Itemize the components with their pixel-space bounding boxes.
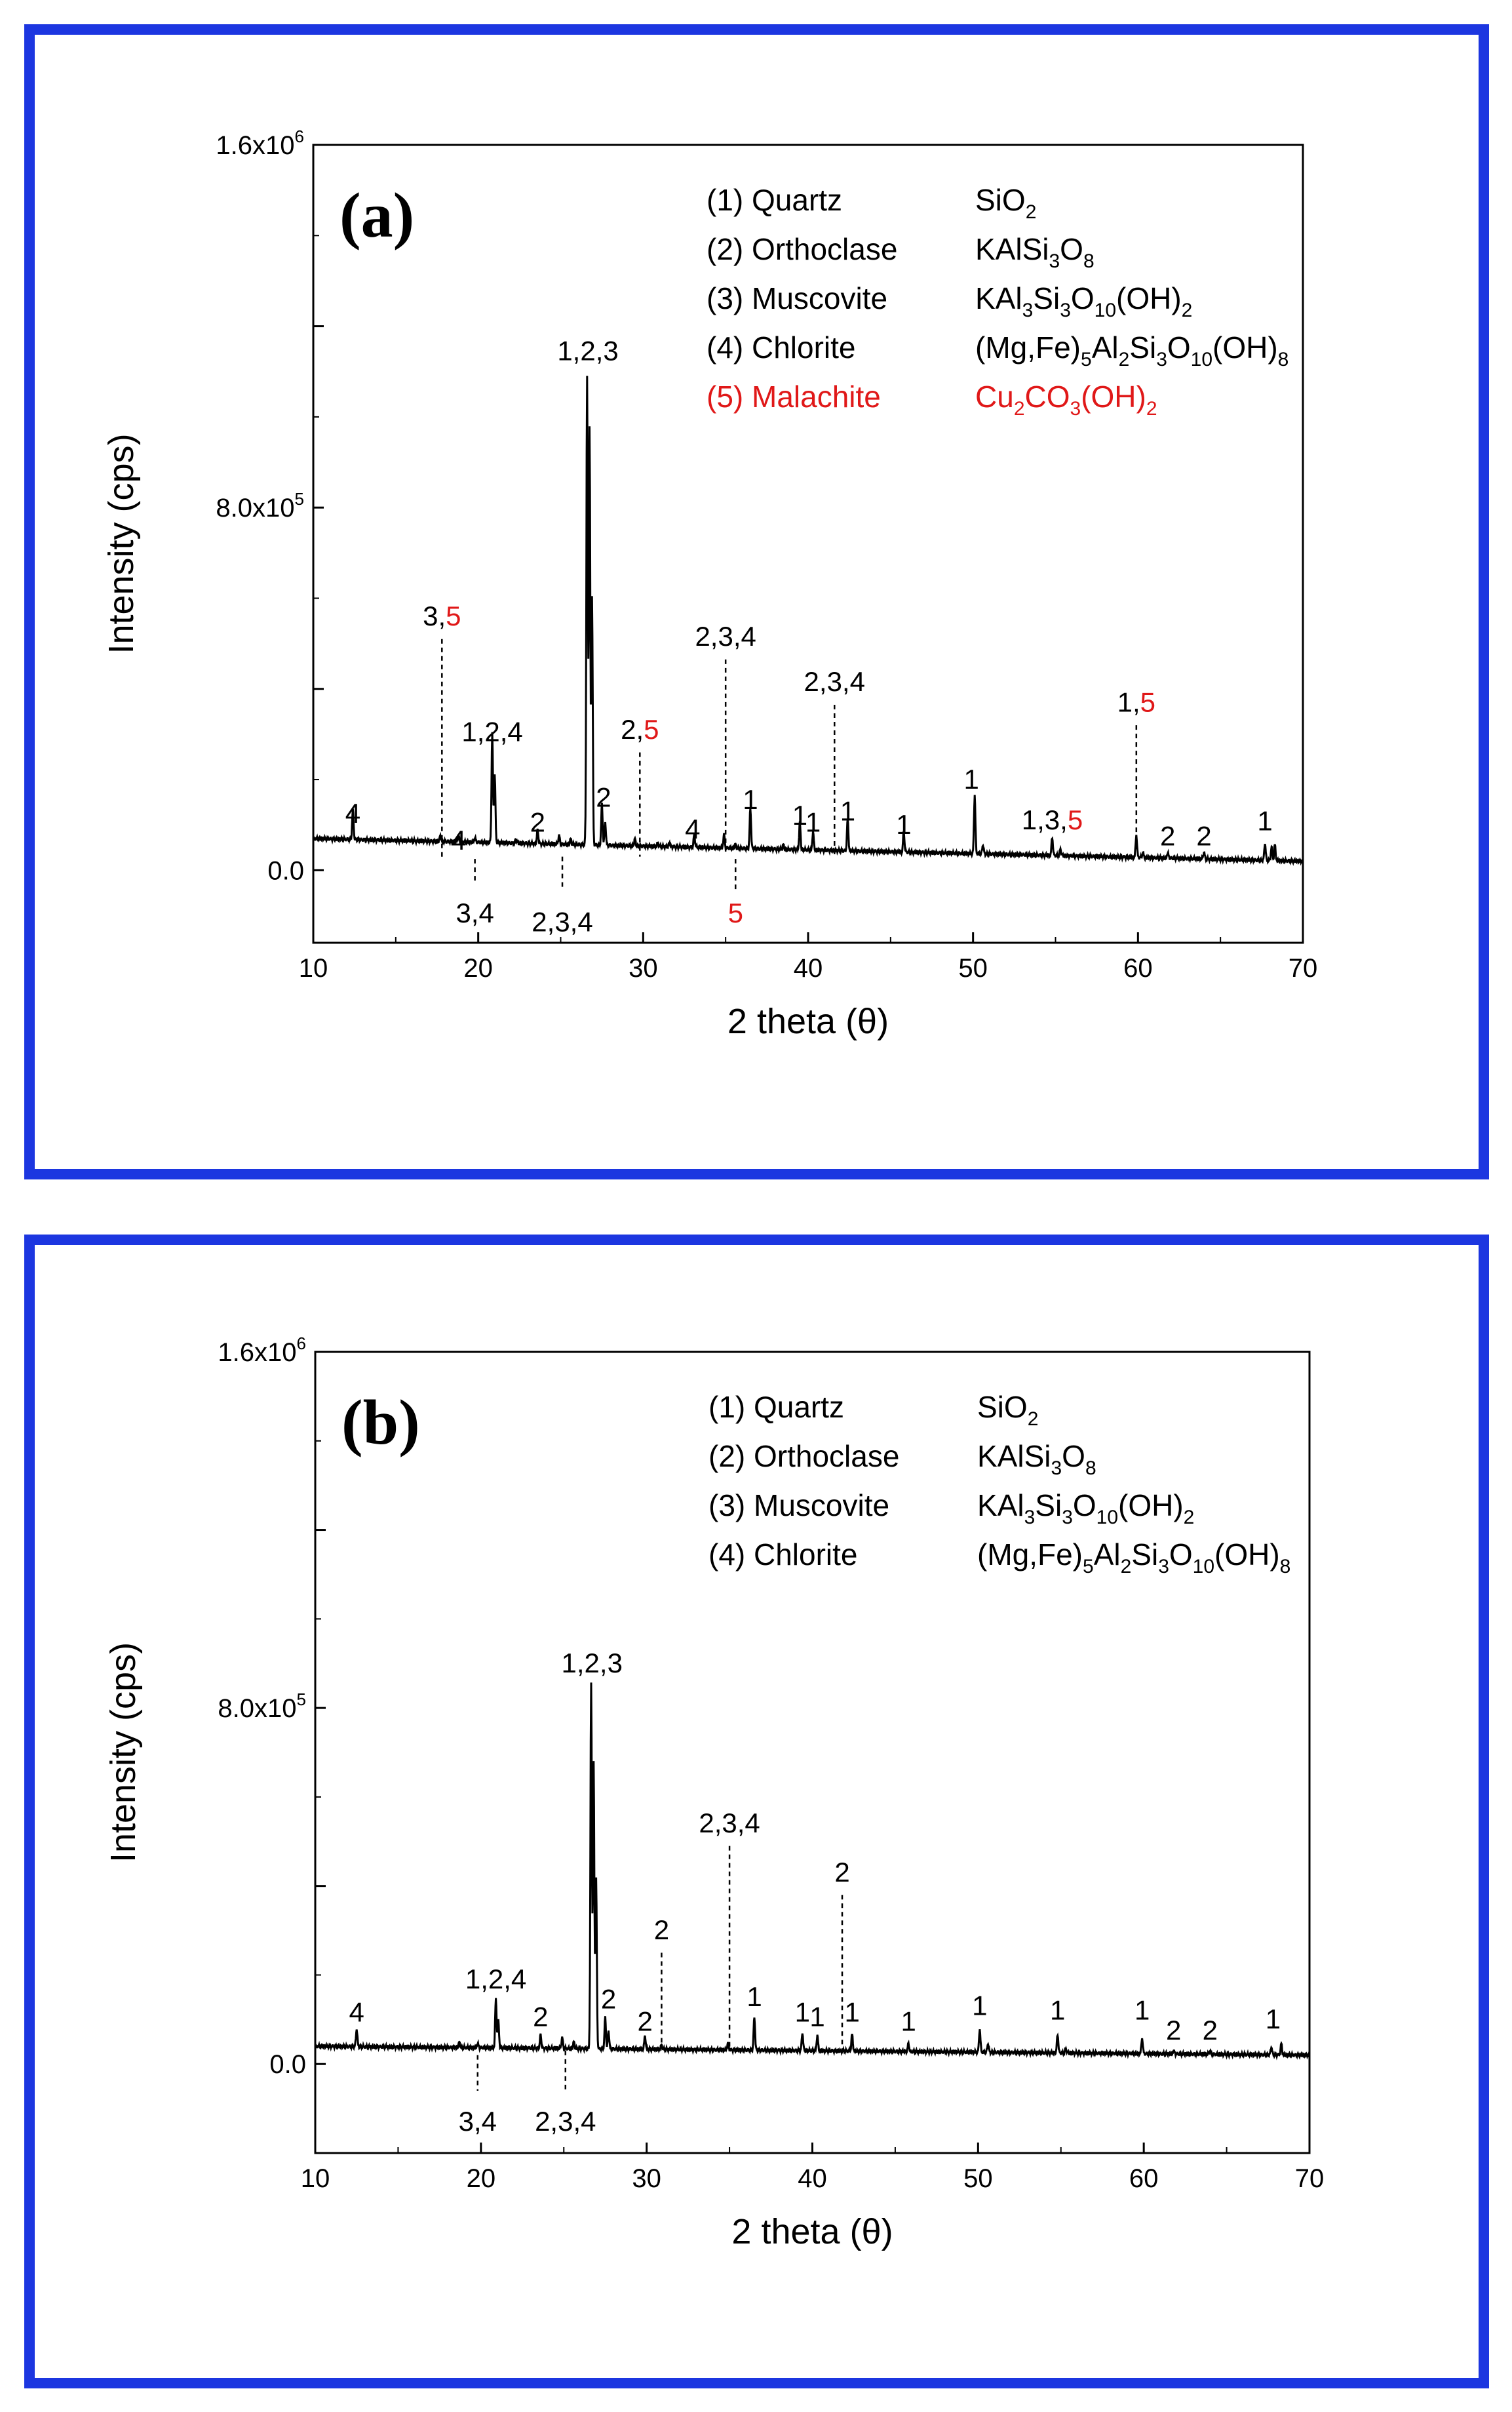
chart-root-a: 10 20 30 40 50 60 70 0.0 8.0x105 1.6x106 2 theta (… — [102, 127, 1317, 1041]
legend-formula: SiO2 — [977, 1390, 1038, 1430]
peak-label: 2,3,4 — [804, 666, 865, 697]
peak-label: 1,2,3 — [557, 335, 618, 366]
chart-panel-b: 10 20 30 40 50 60 70 0.0 8.0x105 1.6x106 2 theta (… — [24, 1235, 1489, 2388]
xrd-trace — [312, 376, 1304, 866]
x-tick-label: 10 — [299, 954, 328, 983]
peak-label: 1 — [795, 1997, 810, 2028]
x-tick-label: 60 — [1123, 954, 1153, 983]
y-tick-label: 8.0x105 — [216, 489, 304, 523]
peak-label: 4 — [349, 1997, 364, 2028]
peak-label: 1 — [972, 1990, 987, 2021]
legend-mineral: (2) Orthoclase — [708, 1439, 899, 1473]
x-tick-label: 30 — [632, 2164, 661, 2193]
peak-label: 3,4 — [456, 898, 494, 928]
x-axis-title: 2 theta (θ) — [731, 2212, 893, 2251]
peak-label: 2,5 — [621, 714, 659, 745]
peak-label: 1 — [743, 784, 758, 815]
peak-label: 2 — [654, 1914, 669, 1945]
x-tick-label: 20 — [463, 954, 493, 983]
legend-formula: KAl3Si3O10(OH)2 — [975, 281, 1192, 321]
peak-label: 2 — [533, 2002, 548, 2032]
peak-label: 2 — [596, 782, 611, 813]
legend-formula: KAlSi3O8 — [975, 232, 1095, 272]
peak-label: 1 — [901, 2006, 916, 2036]
peak-label: 1 — [746, 1981, 762, 2012]
peak-label: 1,5 — [1117, 686, 1155, 717]
peak-label: 2,3,4 — [699, 1808, 760, 1838]
y-tick-label: 0.0 — [269, 2050, 306, 2079]
legend-mineral: (4) Chlorite — [707, 330, 856, 365]
legend-mineral: (5) Malachite — [707, 380, 881, 414]
peak-label: 1 — [805, 807, 821, 838]
peak-label: 2 — [1166, 2015, 1181, 2046]
peak-label: 1 — [840, 795, 855, 826]
y-tick-label: 1.6x106 — [216, 127, 304, 160]
peak-label: 2 — [601, 1983, 616, 2014]
peak-label: 2,3,4 — [695, 621, 756, 652]
panel-label: (a) — [339, 180, 414, 251]
peak-label: 4 — [685, 814, 700, 844]
peak-label: 2 — [1203, 2015, 1218, 2046]
x-tick-label: 70 — [1295, 2164, 1325, 2193]
x-tick-label: 70 — [1289, 954, 1318, 983]
xrd-trace — [314, 1682, 1311, 2061]
x-axis-title: 2 theta (θ) — [727, 1002, 889, 1041]
x-tick-label: 60 — [1129, 2164, 1159, 2193]
peak-label: 2,3,4 — [532, 907, 592, 938]
peak-label: 1,2,4 — [461, 716, 522, 747]
peak-label: 4 — [451, 825, 466, 856]
legend-mineral: (1) Quartz — [707, 183, 842, 217]
legend-formula: (Mg,Fe)5Al2Si3O10(OH)8 — [975, 330, 1289, 370]
legend-formula: KAl3Si3O10(OH)2 — [977, 1488, 1194, 1528]
panel-label: (b) — [341, 1387, 420, 1458]
legend-formula: Cu2CO3(OH)2 — [975, 380, 1157, 420]
peak-label: 3,5 — [423, 601, 461, 631]
legend-formula: (Mg,Fe)5Al2Si3O10(OH)8 — [977, 1537, 1290, 1577]
peak-label: 1,3,5 — [1022, 804, 1083, 835]
peak-label: 1 — [1266, 2004, 1281, 2034]
legend-mineral: (2) Orthoclase — [707, 232, 897, 266]
xrd-chart-a: 10 20 30 40 50 60 70 0.0 8.0x105 1.6x106 2 theta (… — [102, 127, 1317, 1041]
peak-label: 2 — [834, 1857, 849, 1888]
x-tick-label: 10 — [301, 2164, 330, 2193]
y-tick-label: 1.6x106 — [218, 1334, 306, 1367]
legend-formula: SiO2 — [975, 183, 1036, 223]
peak-label: 2 — [1196, 820, 1211, 851]
peak-label: 3,4 — [459, 2106, 497, 2137]
peak-label: 1 — [809, 2002, 824, 2032]
x-tick-label: 40 — [798, 2164, 827, 2193]
x-tick-label: 20 — [467, 2164, 496, 2193]
legend-mineral: (3) Muscovite — [707, 281, 887, 315]
x-tick-label: 50 — [963, 2164, 993, 2193]
legend-mineral: (1) Quartz — [708, 1390, 844, 1424]
peak-label: 1 — [963, 764, 979, 795]
peak-label: 2 — [1160, 820, 1175, 851]
peak-label: 5 — [728, 898, 743, 928]
y-tick-label: 0.0 — [267, 856, 304, 885]
y-tick-label: 8.0x105 — [218, 1690, 306, 1723]
chart-root-b: 10 20 30 40 50 60 70 0.0 8.0x105 1.6x106 2 theta (… — [104, 1334, 1324, 2251]
legend-mineral: (4) Chlorite — [708, 1537, 858, 1572]
peak-label: 2 — [530, 807, 545, 838]
peak-label: 1,2,3 — [562, 1648, 623, 1678]
chart-panel-a: 10 20 30 40 50 60 70 0.0 8.0x105 1.6x106 2 theta (… — [24, 24, 1489, 1179]
xrd-chart-b: 10 20 30 40 50 60 70 0.0 8.0x105 1.6x106 2 theta (… — [104, 1334, 1324, 2251]
y-axis-title: Intensity (cps) — [102, 433, 141, 654]
peak-label: 1,2,4 — [465, 1964, 526, 1994]
peak-label: 1 — [792, 800, 807, 831]
peak-label: 1 — [896, 809, 911, 840]
legend-mineral: (3) Muscovite — [708, 1488, 889, 1522]
peak-label: 4 — [345, 798, 360, 829]
x-tick-label: 40 — [794, 954, 823, 983]
peak-label: 1 — [845, 1997, 860, 2028]
y-axis-title: Intensity (cps) — [104, 1642, 143, 1863]
peak-label: 1 — [1050, 1994, 1065, 2025]
peak-label: 1 — [1134, 1994, 1150, 2025]
peak-label: 2,3,4 — [535, 2106, 596, 2137]
x-tick-label: 30 — [629, 954, 658, 983]
x-tick-label: 50 — [958, 954, 988, 983]
peak-label: 2 — [637, 2006, 652, 2036]
peak-label: 1 — [1257, 806, 1272, 837]
legend-formula: KAlSi3O8 — [977, 1439, 1096, 1479]
